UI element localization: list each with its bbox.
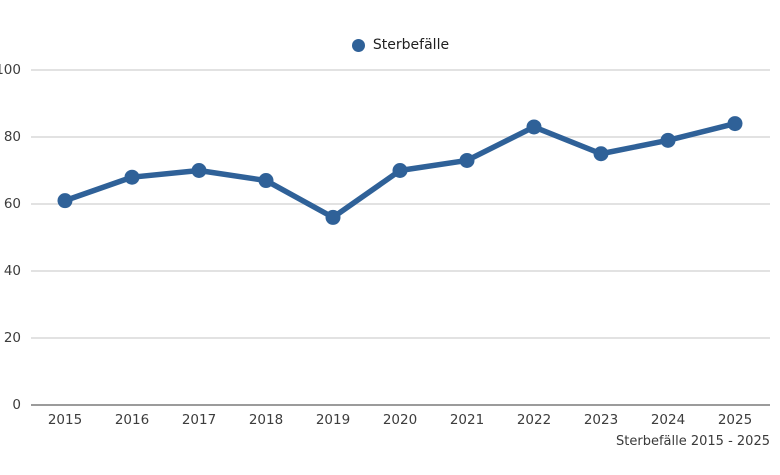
x-tick-label: 2019 — [315, 412, 351, 428]
data-point — [258, 173, 274, 189]
data-point — [57, 193, 73, 209]
chart-caption: Sterbefälle 2015 - 2025 — [616, 434, 770, 449]
data-point — [660, 132, 676, 148]
legend: Sterbefälle — [31, 36, 770, 54]
data-point — [191, 163, 207, 178]
data-point — [526, 119, 542, 135]
legend-marker-icon — [351, 38, 365, 52]
y-tick-label: 80 — [3, 129, 21, 145]
y-tick-label: 40 — [3, 263, 21, 279]
y-tick-label: 20 — [3, 330, 21, 346]
x-tick-label: 2022 — [516, 412, 552, 428]
x-tick-label: 2020 — [382, 412, 418, 428]
x-tick-label: 2023 — [583, 412, 619, 428]
y-tick-label: 0 — [12, 397, 21, 413]
data-point — [124, 169, 140, 185]
data-point — [727, 116, 743, 132]
x-tick-label: 2024 — [650, 412, 686, 428]
data-point — [459, 152, 475, 168]
x-tick-label: 2025 — [717, 412, 753, 428]
x-tick-label: 2018 — [248, 412, 284, 428]
x-tick-label: 2021 — [449, 412, 485, 428]
data-point — [325, 209, 341, 225]
x-tick-label: 2015 — [47, 412, 83, 428]
legend-label: Sterbefälle — [372, 37, 450, 53]
data-point — [593, 146, 609, 162]
y-tick-label: 100 — [0, 62, 21, 78]
x-tick-label: 2016 — [114, 412, 150, 428]
x-tick-label: 2017 — [181, 412, 217, 428]
y-tick-label: 60 — [3, 196, 21, 212]
data-point — [392, 163, 408, 178]
